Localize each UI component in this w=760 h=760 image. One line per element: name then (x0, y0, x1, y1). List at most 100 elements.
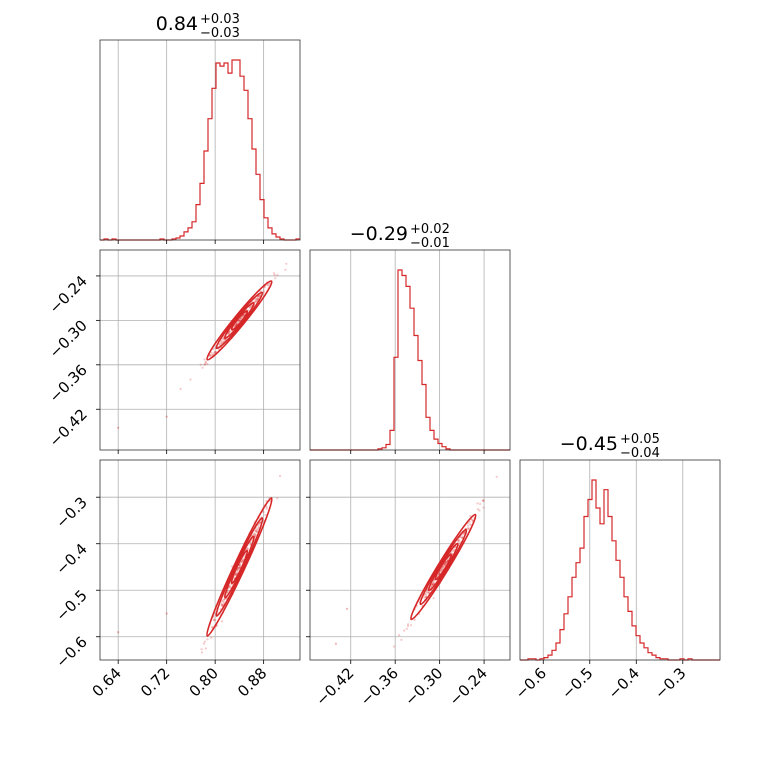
hist-title-0: 0.84 (156, 13, 198, 35)
label-layer: 0.84 +0.03−0.03−0.29 +0.02−0.01−0.45 +0.05−… (46, 12, 690, 709)
sample-point (265, 506, 268, 509)
sample-point (218, 343, 221, 346)
sample-point (204, 647, 207, 650)
sample-point (255, 297, 258, 301)
sample-point (210, 636, 213, 639)
density-contour-0 (410, 513, 477, 621)
sample-point (223, 598, 226, 601)
sample-point (203, 363, 206, 366)
sample-point (258, 521, 262, 524)
sample-point (439, 570, 442, 573)
sample-point (234, 323, 237, 326)
sample-point (403, 629, 406, 632)
sample-point (264, 513, 267, 517)
hist-title-minus-0: −0.03 (200, 26, 240, 41)
sample-point (214, 618, 217, 621)
y-tick-label-1-2: −0.30 (46, 316, 91, 361)
sample-point (433, 580, 436, 584)
hist-title-plus-1: +0.02 (410, 222, 450, 237)
sample-point (262, 510, 265, 514)
sample-point (440, 568, 443, 571)
sample-point (437, 572, 441, 575)
density-contour-1 (215, 291, 264, 350)
x-tick-label-1-3: −0.24 (446, 664, 491, 709)
sample-point (206, 638, 209, 641)
sample-point (220, 340, 223, 343)
density-contour-0 (206, 280, 273, 361)
sample-point (248, 306, 252, 309)
sample-point (438, 572, 441, 575)
sample-point (445, 560, 448, 563)
sample-point (262, 289, 265, 292)
sample-point (410, 624, 413, 627)
sample-point (257, 526, 260, 529)
sample-point (393, 645, 396, 648)
sample-point (423, 596, 426, 599)
sample-point (452, 548, 455, 551)
sample-point (445, 561, 448, 565)
panel-frame-2 (309, 459, 511, 661)
sample-point (274, 277, 277, 280)
sample-point (446, 560, 449, 563)
x-tick-label-2-2: −0.4 (605, 664, 643, 702)
sample-point (255, 530, 258, 533)
sample-point (247, 547, 250, 550)
sample-point (452, 549, 455, 552)
sample-point (248, 306, 251, 309)
y-tick-label-1-0: −0.42 (46, 405, 91, 450)
x-tick-label-0-3: 0.88 (234, 664, 270, 700)
sample-point (456, 540, 459, 543)
sample-point (445, 560, 449, 563)
sample-point (430, 585, 433, 588)
sample-point (214, 350, 217, 354)
histogram-step-2 (520, 479, 720, 661)
sample-point (256, 528, 259, 531)
sample-point (284, 268, 287, 271)
sample-point (432, 582, 435, 585)
hist-title-minus-1: −0.01 (410, 236, 450, 251)
density-contour-1 (419, 528, 468, 606)
histogram-step-1 (310, 269, 510, 451)
sample-point (255, 529, 258, 532)
sample-point (212, 618, 215, 621)
sample-point (203, 640, 206, 643)
sample-point (427, 591, 430, 594)
sample-point (285, 262, 288, 265)
sample-point (254, 299, 257, 302)
sample-point (221, 604, 224, 607)
sample-point (189, 378, 192, 381)
hist-title-plus-0: +0.03 (200, 12, 240, 27)
sample-point (212, 352, 215, 355)
sample-point (253, 532, 256, 536)
sample-point (238, 319, 242, 322)
sample-point (257, 524, 260, 527)
sample-point (425, 593, 428, 596)
sample-point (265, 507, 268, 510)
sample-point (210, 351, 213, 354)
sample-point (254, 534, 257, 537)
sample-point (463, 531, 466, 535)
sample-point (471, 519, 474, 522)
sample-point (467, 528, 470, 531)
sample-point (223, 598, 226, 601)
outlier-point-0 (117, 630, 120, 634)
sample-point (266, 284, 269, 287)
sample-point (457, 539, 460, 542)
sample-point (254, 533, 257, 537)
sample-point (237, 566, 241, 570)
sample-point (432, 582, 435, 585)
sample-point (254, 529, 257, 532)
sample-point (476, 508, 479, 511)
sample-point (228, 330, 231, 333)
sample-point (466, 524, 470, 527)
sample-point (238, 319, 241, 322)
sample-point (258, 295, 261, 298)
outlier-point-0 (345, 607, 349, 610)
sample-point (426, 591, 429, 594)
sample-point (481, 499, 484, 502)
sample-point (222, 338, 225, 341)
hist-title-1: −0.29 (350, 223, 408, 245)
sample-point (221, 599, 224, 602)
sample-point (407, 623, 410, 626)
sample-point (250, 539, 253, 542)
